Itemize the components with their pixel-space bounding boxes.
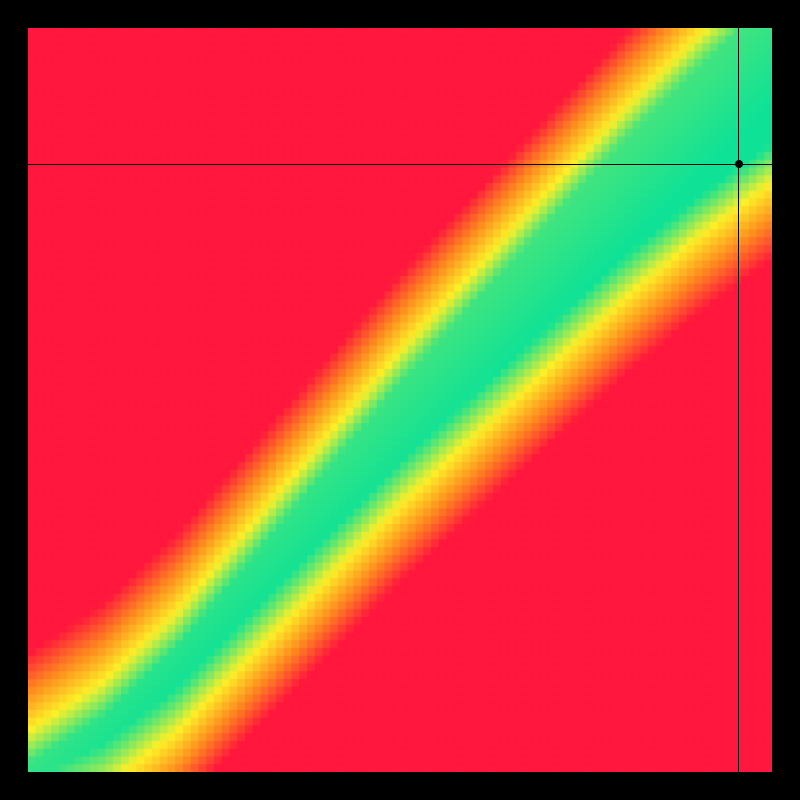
crosshair-marker [735,160,743,168]
bottleneck-heatmap [28,28,772,772]
crosshair-vertical [738,28,739,772]
crosshair-horizontal [28,164,772,165]
